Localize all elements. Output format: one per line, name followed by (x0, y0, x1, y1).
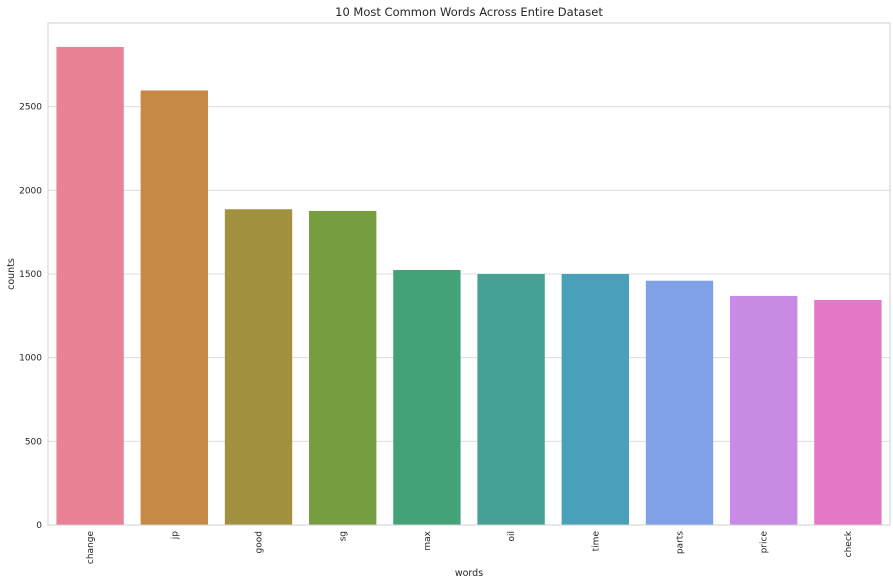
x-tick-label: time (591, 531, 601, 552)
x-tick-label: price (760, 531, 770, 554)
plot-frame (47, 22, 891, 526)
x-tick-label: change (86, 531, 96, 565)
bar-max (393, 269, 461, 525)
bar-change (56, 46, 124, 526)
y-tick-label: 2000 (19, 186, 42, 196)
chart-title: 10 Most Common Words Across Entire Datas… (335, 5, 603, 19)
y-tick-label: 2500 (19, 103, 42, 113)
x-tick-label: sg (339, 531, 349, 541)
bar-price (730, 295, 798, 525)
bar-oil (477, 274, 545, 525)
x-tick-label: oil (507, 531, 517, 542)
bar-parts (645, 280, 714, 525)
y-tick-label: 1000 (19, 354, 42, 364)
bars (56, 46, 882, 526)
y-tick-label: 500 (25, 437, 42, 447)
x-tick-labels: change jp good sg max oil time parts price check (86, 530, 854, 564)
bar-good (224, 209, 293, 525)
x-tick-label: check (844, 530, 854, 557)
bar-time (561, 274, 629, 525)
y-tick-label: 1500 (19, 270, 42, 280)
bar-sg (309, 210, 377, 525)
x-tick-label: parts (676, 531, 686, 554)
bar-check (814, 299, 882, 525)
x-tick-label: jp (170, 531, 180, 541)
x-axis-label: words (455, 568, 483, 579)
y-tick-label: 0 (36, 521, 42, 531)
x-tick-label: good (255, 531, 265, 553)
bar-jp (140, 90, 208, 525)
y-axis-label: counts (6, 258, 17, 290)
x-tick-label: max (423, 530, 433, 550)
y-tick-labels: 0 500 1000 1500 2000 2500 (19, 103, 42, 531)
